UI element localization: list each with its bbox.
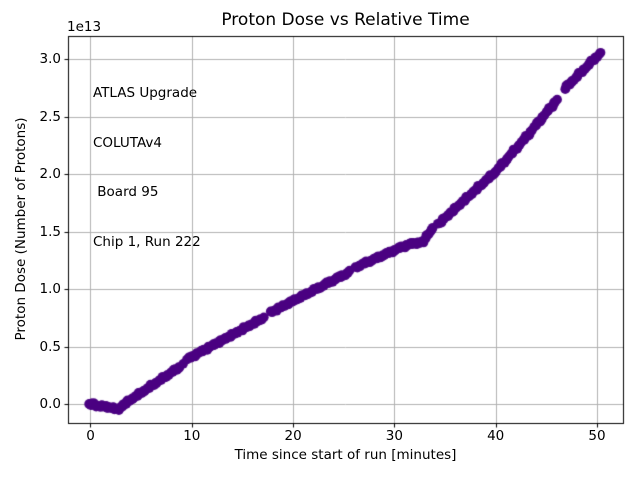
y-tick-label: 2.0 bbox=[39, 166, 61, 182]
x-axis-label: Time since start of run [minutes] bbox=[234, 447, 457, 463]
annotation-line: COLUTAv4 bbox=[93, 134, 163, 151]
y-tick-label: 1.0 bbox=[39, 281, 61, 298]
annotation-line: ATLAS Upgrade bbox=[93, 85, 198, 101]
y-tick-label: 0.0 bbox=[39, 396, 61, 413]
y-axis-offset-label: 1e13 bbox=[67, 19, 102, 35]
x-tick-label: 50 bbox=[588, 428, 606, 444]
annotation-line: Chip 1, Run 222 bbox=[93, 233, 201, 250]
y-tick-label: 0.5 bbox=[39, 338, 61, 355]
y-tick-label: 2.5 bbox=[39, 108, 61, 125]
x-tick-label: 0 bbox=[86, 428, 95, 444]
x-tick-label: 30 bbox=[385, 428, 403, 444]
x-tick-label: 20 bbox=[284, 428, 302, 444]
x-tick-label: 40 bbox=[487, 428, 505, 444]
y-tick-label: 1.5 bbox=[39, 223, 61, 240]
x-tick-label: 10 bbox=[183, 428, 201, 444]
annotation-block: ATLAS Upgrade COLUTAv4 Board 95 Chip 1, … bbox=[93, 52, 201, 283]
annotation-line: Board 95 bbox=[93, 184, 159, 200]
y-tick-label: 3.0 bbox=[39, 51, 61, 67]
chart-title: Proton Dose vs Relative Time bbox=[221, 10, 470, 30]
